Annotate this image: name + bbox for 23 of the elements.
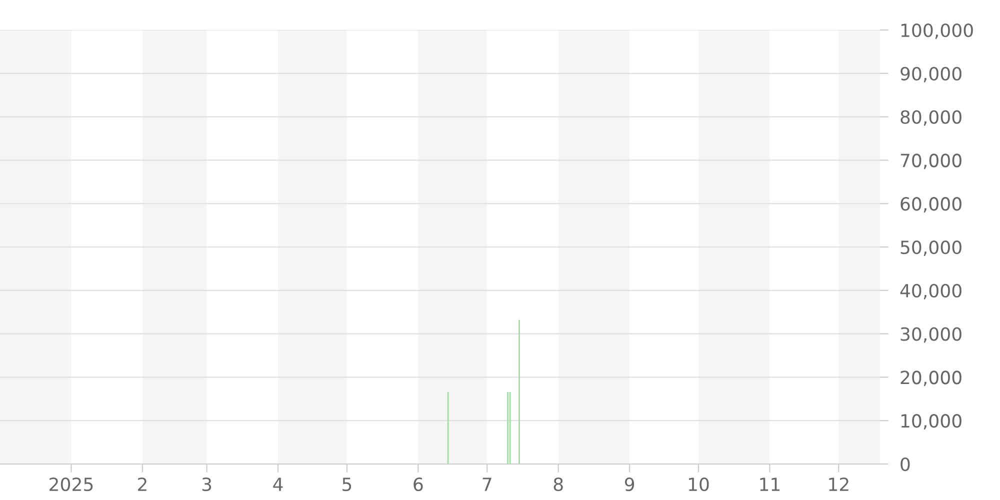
x-tick-label: 3	[202, 478, 212, 492]
y-tick-label: 30,000	[900, 327, 962, 343]
y-tick-label: 40,000	[900, 284, 962, 300]
y-tick-label: 60,000	[900, 197, 962, 213]
x-tick-label: 5	[342, 478, 352, 492]
y-tick-label: 70,000	[900, 154, 962, 170]
x-tick-label: 11	[760, 478, 780, 491]
x-tick-label: 2025	[50, 478, 93, 492]
y-tick-label: 80,000	[900, 110, 962, 126]
y-tick-label: 100,000	[901, 23, 973, 39]
y-tick-label: 20,000	[900, 370, 962, 386]
x-tick-label: 2	[138, 478, 146, 491]
x-tick-label: 10	[688, 478, 709, 492]
x-tick-label: 9	[624, 478, 634, 492]
y-tick-label: 10,000	[901, 414, 962, 430]
x-tick-label: 8	[554, 478, 563, 492]
y-tick-label: 0	[900, 457, 910, 472]
x-tick-label: 12	[829, 478, 848, 491]
y-tick-label: 50,000	[900, 240, 962, 256]
y-tick-label: 90,000	[900, 66, 962, 82]
x-tick-label: 4	[273, 478, 283, 491]
x-tick-label: 7	[482, 478, 492, 491]
x-tick-label: 6	[414, 478, 423, 492]
